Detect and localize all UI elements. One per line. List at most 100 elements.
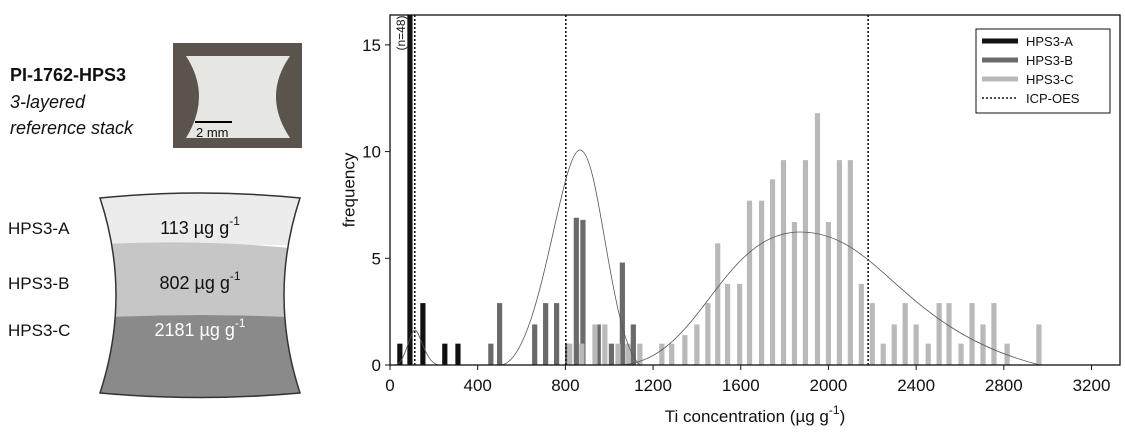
bar [669,343,675,365]
bar [543,303,549,365]
bar [580,219,586,365]
bar [802,160,809,365]
bar [595,324,601,365]
bar [615,343,621,365]
x-axis-label-suffix: ) [840,407,846,426]
layer-name: HPS3-C [8,321,70,340]
fit-curve [394,149,1041,365]
stack [100,193,300,398]
legend-label: HPS3-B [1026,53,1073,68]
bar [724,283,731,365]
bar [592,324,598,365]
bar [488,343,494,365]
layer-value: 113 µg g-1 [160,214,240,238]
layer-exponent: -1 [235,316,246,330]
layer-value: 802 µg g-1 [159,269,240,293]
bar [705,303,711,365]
layer-concentration: 802 µg g [159,273,229,293]
x-axis-label-sup: -1 [829,403,840,417]
annotation: (n=48) [394,15,408,50]
layer-exponent: -1 [229,214,240,228]
bar [397,343,403,365]
bar [847,160,853,365]
stack-outline [98,192,302,399]
bar [602,324,608,365]
bar [836,160,842,365]
layer-concentration: 113 µg g [160,218,229,238]
bar [659,343,665,365]
bar [442,343,448,365]
bar [814,113,821,365]
bar [969,303,975,365]
photo: 2 mm [173,43,302,148]
bar [946,303,952,365]
bar [694,324,700,365]
bar [758,200,765,365]
x-axis-label: Ti concentration (µg g-1) [665,403,845,426]
legend-label: HPS3-C [1026,72,1074,87]
scale-bar-label: 2 mm [196,125,229,140]
sample-subtitle: 3-layered [10,92,86,112]
layer-value: 2181 µg g-1 [154,316,245,340]
bar [637,343,643,365]
layer-exponent: -1 [230,269,241,283]
y-tick-label: 0 [372,356,381,375]
bar [608,343,615,365]
bar [791,222,798,365]
y-tick-label: 10 [362,143,381,162]
bar [825,222,832,365]
bar [891,324,897,365]
bar [619,262,625,365]
bar [715,243,721,365]
sample-subtitle: reference stack [10,118,134,138]
bar [958,343,964,365]
bar [913,324,919,365]
bar [737,283,743,365]
y-tick-label: 5 [372,249,381,268]
bar [630,324,636,365]
bar [769,179,776,365]
x-tick-label: 0 [385,376,394,395]
x-tick-label: 400 [464,376,492,395]
bar [420,303,426,365]
sample-title: PI-1762-HPS3 [10,65,126,85]
x-tick-label: 1600 [722,376,760,395]
bars [397,15,1042,365]
plot-frame [389,14,1121,366]
bar [869,303,875,365]
bar [554,303,560,365]
bar [1036,324,1042,365]
bar [455,343,461,365]
bar [567,343,573,365]
x-axis-label-text: Ti concentration (µg g [665,407,829,426]
bar [780,160,787,365]
bar [902,303,908,365]
x-tick-label: 1200 [634,376,672,395]
legend-label: HPS3-A [1026,34,1073,49]
x-tick-label: 2000 [810,376,848,395]
x-tick-label: 2400 [897,376,935,395]
y-tick-label: 15 [362,36,381,55]
bar [991,303,997,365]
bar [625,343,631,365]
bar [532,324,538,365]
bar [936,303,942,365]
bar [1004,343,1010,365]
bar [925,343,931,365]
x-tick-label: 3200 [1073,376,1111,395]
bar [880,343,886,365]
x-tick-label: 2800 [985,376,1023,395]
layer-name: HPS3-B [8,274,69,293]
layer-name: HPS3-A [8,219,70,238]
bar [858,283,864,365]
bar [746,200,753,365]
bar [407,15,413,365]
bar [579,343,585,365]
layer-concentration: 2181 µg g [154,320,234,340]
bar [497,303,503,365]
y-axis-label: frequency [339,152,358,227]
legend-label: ICP-OES [1026,91,1080,106]
bar [682,335,688,365]
x-tick-label: 800 [551,376,579,395]
